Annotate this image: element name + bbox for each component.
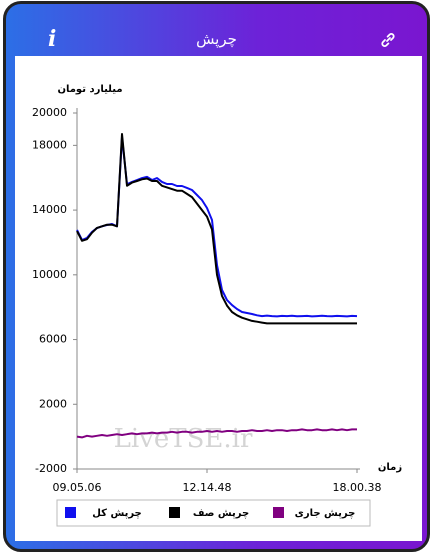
chart-panel xyxy=(15,56,422,541)
link-button[interactable] xyxy=(380,32,396,48)
series-line xyxy=(76,136,358,318)
legend-label: چرپش کل xyxy=(92,508,142,519)
y-tick-label: 2000 xyxy=(39,397,67,410)
legend-swatch xyxy=(169,507,180,518)
page-title: چرپش xyxy=(196,30,237,48)
x-tick-label: 09.05.06 xyxy=(53,481,102,494)
series-line xyxy=(76,428,357,439)
y-tick-label: 10000 xyxy=(32,268,67,281)
legend-swatch xyxy=(65,507,76,518)
watermark: LiveTSE.ir xyxy=(114,424,253,454)
y-tick-label: 20000 xyxy=(32,106,67,119)
series-line xyxy=(76,133,357,325)
legend-label: چرپش جاری xyxy=(295,508,356,519)
info-button[interactable]: i xyxy=(48,26,57,52)
y-tick-label: -2000 xyxy=(35,462,67,475)
x-tick-label: 18.00.38 xyxy=(333,481,382,494)
legend-swatch xyxy=(273,507,284,518)
x-axis-title: زمان xyxy=(378,462,402,473)
legend-label: چرپش صف xyxy=(193,508,249,519)
x-tick-label: 12.14.48 xyxy=(183,481,232,494)
y-tick-label: 18000 xyxy=(32,138,67,151)
app-frame: i چرپش xyxy=(3,1,430,552)
y-tick-label: 6000 xyxy=(39,333,67,346)
y-tick-label: 14000 xyxy=(32,203,67,216)
y-axis-title: میلیارد تومان xyxy=(57,84,122,95)
legend-box xyxy=(56,499,371,527)
